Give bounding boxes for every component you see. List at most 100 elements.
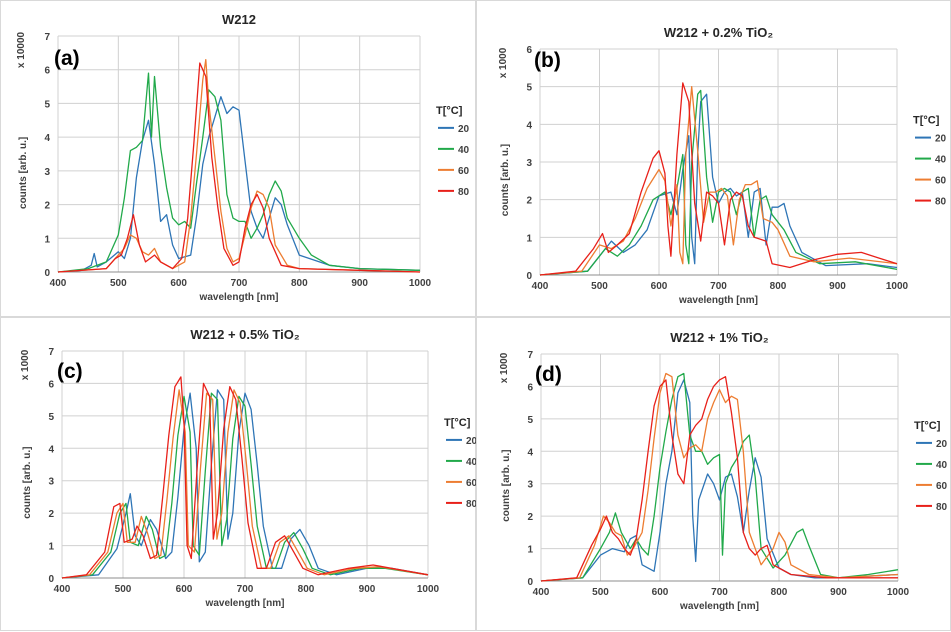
- x-tick-label: 500: [591, 281, 608, 292]
- series-line-20: [540, 379, 899, 582]
- y-tick-label: 7: [44, 32, 50, 43]
- y-tick-label: 1: [48, 542, 54, 553]
- panel-label: (b): [534, 49, 561, 72]
- x-tick-label: 400: [533, 587, 550, 598]
- chart-svg: 400 500 600 700 800 900 1000 0 1 2 3 4 5 6 W212 + 0.2%…: [498, 25, 947, 306]
- legend-title: T[°C]: [914, 420, 941, 432]
- series-line-40: [61, 392, 429, 579]
- legend-entry-80: 80: [458, 187, 470, 198]
- x-tick-label: 900: [359, 584, 376, 595]
- y-axis-label: counts [arb. u.]: [501, 450, 512, 522]
- series-line-20: [57, 96, 421, 273]
- legend-entry-20: 20: [935, 134, 947, 145]
- y-tick-label: 4: [44, 133, 50, 144]
- x-tick-label: 900: [351, 278, 368, 289]
- y-axis-label: counts [arb. u.]: [22, 447, 33, 519]
- chart-title: W212 + 0.5% TiO₂: [190, 327, 299, 342]
- y-axis-label: counts [arb. u.]: [500, 144, 511, 216]
- x-tick-label: 900: [830, 587, 847, 598]
- y-tick-label: 3: [48, 477, 54, 488]
- chart-title: W212 + 0.2% TiO₂: [664, 25, 773, 40]
- series-line-20: [539, 93, 898, 276]
- x-tick-label: 700: [237, 584, 254, 595]
- chart-panel-a: 400 500 600 700 800 900 1000 0 1 2 3 4 5 6 7 W212 (a) x 1…: [0, 0, 476, 317]
- legend-entry-80: 80: [936, 502, 948, 513]
- legend-entry-60: 60: [935, 176, 947, 187]
- x-tick-label: 1000: [409, 278, 432, 289]
- y-tick-label: 1: [44, 234, 50, 245]
- x-axis-label: wavelength [nm]: [679, 601, 759, 612]
- y-tick-label: 6: [526, 45, 532, 56]
- chart-svg: 400 500 600 700 800 900 1000 0 1 2 3 4 5 6 7 W212 + 1% …: [499, 330, 948, 612]
- series-line-20: [61, 389, 429, 579]
- y-tick-label: 2: [527, 512, 533, 523]
- legend-entry-40: 40: [936, 460, 948, 471]
- x-tick-label: 400: [50, 278, 67, 289]
- x-tick-label: 800: [771, 587, 788, 598]
- chart-panel-c: 400 500 600 700 800 900 1000 0 1 2 3 4 5 6 7 W212 + 0.5…: [0, 317, 477, 631]
- x-tick-label: 600: [176, 584, 193, 595]
- y-tick-label: 6: [48, 379, 54, 390]
- y-tick-label: 3: [527, 480, 533, 491]
- y-tick-label: 3: [526, 158, 532, 169]
- legend-title: T[°C]: [913, 115, 940, 127]
- x-tick-label: 800: [770, 281, 787, 292]
- panel-label: (a): [54, 47, 80, 70]
- y-tick-label: 5: [527, 415, 533, 426]
- x-tick-label: 1000: [887, 587, 910, 598]
- legend-entry-60: 60: [466, 478, 477, 489]
- chart-panel-b: 400 500 600 700 800 900 1000 0 1 2 3 4 5 6 W212 + 0.2%…: [476, 0, 951, 317]
- x-tick-label: 1000: [417, 584, 440, 595]
- y-tick-label: 1: [527, 545, 533, 556]
- x-axis-label: wavelength [nm]: [678, 295, 758, 306]
- series-line-80: [540, 376, 898, 582]
- legend-title: T[°C]: [444, 417, 471, 429]
- x-tick-label: 800: [291, 278, 308, 289]
- y-tick-label: 7: [527, 350, 533, 361]
- chart-svg: 400 500 600 700 800 900 1000 0 1 2 3 4 5 6 7 W212 (a) x 1…: [16, 12, 470, 303]
- x-tick-label: 600: [652, 587, 669, 598]
- x-tick-label: 600: [651, 281, 668, 292]
- series-line-80: [61, 376, 429, 579]
- series-line-40: [539, 89, 898, 276]
- y-tick-label: 2: [48, 509, 54, 520]
- legend-entry-60: 60: [936, 481, 948, 492]
- y-tick-label: 5: [526, 83, 532, 94]
- x-tick-label: 700: [231, 278, 248, 289]
- x-tick-label: 400: [54, 584, 71, 595]
- chart-panel-d: 400 500 600 700 800 900 1000 0 1 2 3 4 5 6 7 W212 + 1% …: [476, 317, 951, 631]
- legend-entry-60: 60: [458, 166, 470, 177]
- series-line-80: [57, 62, 421, 273]
- y-tick-label: 0: [527, 577, 533, 588]
- axis-scale-label: x 1000: [498, 47, 509, 78]
- legend-entry-20: 20: [936, 439, 948, 450]
- legend-title: T[°C]: [436, 105, 463, 117]
- x-tick-label: 500: [592, 587, 609, 598]
- series-line-80: [539, 82, 898, 276]
- series-line-60: [57, 58, 421, 273]
- legend-entry-20: 20: [466, 436, 477, 447]
- chart-svg: 400 500 600 700 800 900 1000 0 1 2 3 4 5 6 7 W212 + 0.5…: [20, 327, 477, 609]
- y-tick-label: 3: [44, 167, 50, 178]
- x-axis-label: wavelength [nm]: [199, 292, 279, 303]
- x-tick-label: 500: [110, 278, 127, 289]
- y-tick-label: 4: [48, 444, 54, 455]
- axis-scale-label: x 1000: [20, 349, 31, 380]
- legend-entry-80: 80: [466, 499, 477, 510]
- legend-entry-40: 40: [458, 145, 470, 156]
- x-tick-label: 700: [710, 281, 727, 292]
- x-tick-label: 800: [298, 584, 315, 595]
- series-line-60: [61, 389, 429, 579]
- x-tick-label: 900: [829, 281, 846, 292]
- x-tick-label: 1000: [886, 281, 909, 292]
- panel-label: (c): [57, 360, 83, 383]
- y-tick-label: 2: [526, 196, 532, 207]
- axis-scale-label: x 10000: [16, 31, 27, 68]
- series-line-60: [540, 372, 899, 582]
- x-tick-label: 700: [711, 587, 728, 598]
- y-tick-label: 4: [527, 447, 533, 458]
- y-tick-label: 1: [526, 233, 532, 244]
- legend-entry-40: 40: [935, 155, 947, 166]
- series-line-40: [540, 372, 899, 582]
- panel-label: (d): [535, 363, 562, 386]
